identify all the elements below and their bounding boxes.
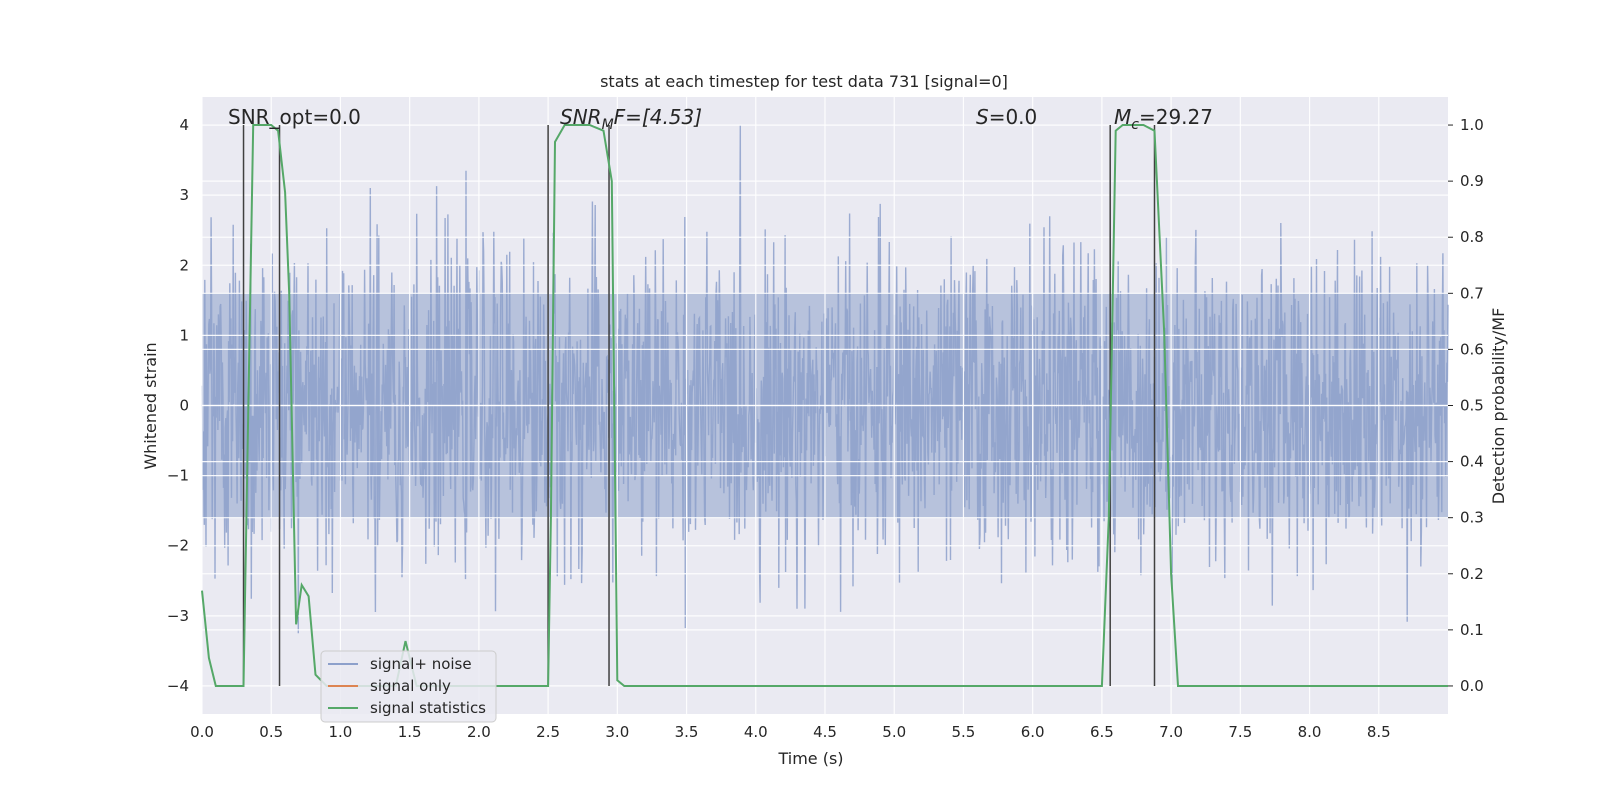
tick-labels: 0.0 0.5 1.0 1.5 2.0 2.5 3.0 3.5 4.0 4.5 5.0 5.5 6.0 6… — [167, 116, 1484, 741]
statistics-line — [201, 124, 1448, 687]
annotation-s-italic: S — [976, 105, 989, 129]
x-tick-label: 8.5 — [1367, 723, 1391, 741]
y-tick-label-left: 4 — [179, 116, 189, 134]
y-tick-label-left: −4 — [167, 677, 189, 695]
annotation-snr-mf-sub: M — [602, 117, 614, 133]
y-tick-label-left: 1 — [179, 326, 189, 344]
legend-label-noise: signal+ noise — [370, 655, 472, 673]
x-tick-label: 0.0 — [190, 723, 214, 741]
y-axis-label-right: Detection probability/MF — [1489, 308, 1508, 505]
y-tick-label-right: 0.4 — [1460, 453, 1484, 471]
x-tick-label: 1.0 — [329, 723, 353, 741]
annotation-snr-opt: SNR_opt=0.0 — [228, 105, 361, 129]
annotation-mc-main: M — [1114, 105, 1131, 129]
y-tick-label-right: 0.2 — [1460, 565, 1484, 583]
x-tick-label: 3.5 — [675, 723, 699, 741]
legend-box — [320, 650, 497, 723]
x-tick-label: 5.5 — [952, 723, 976, 741]
x-tick-label: 5.0 — [882, 723, 906, 741]
legend: signal+ noise signal only signal statist… — [320, 650, 497, 723]
x-tick-label: 2.0 — [467, 723, 491, 741]
x-tick-label: 4.0 — [744, 723, 768, 741]
y-tick-label-right: 0.5 — [1460, 397, 1484, 415]
y-tick-label-right: 0.3 — [1460, 509, 1484, 527]
y-tick-label-left: −1 — [167, 467, 189, 485]
y-tick-label-right: 0.9 — [1460, 172, 1484, 190]
x-tick-label: 4.5 — [813, 723, 837, 741]
x-tick-label: 1.5 — [398, 723, 422, 741]
x-tick-label: 0.5 — [259, 723, 283, 741]
x-tick-label: 6.5 — [1090, 723, 1114, 741]
y-tick-label-left: 2 — [179, 256, 189, 274]
y-tick-label-right: 0.6 — [1460, 340, 1484, 358]
y-tick-label-right: 0.1 — [1460, 621, 1484, 639]
annotation-s-rest: =0.0 — [989, 105, 1038, 129]
annotation-mc-rest: =29.27 — [1139, 105, 1213, 129]
y-tick-label-right: 1.0 — [1460, 116, 1484, 134]
x-tick-label: 6.0 — [1021, 723, 1045, 741]
annotation-snr-mf-main: SNR — [560, 105, 602, 129]
x-tick-label: 8.0 — [1298, 723, 1322, 741]
y-tick-label-left: 3 — [179, 186, 189, 204]
y-axis-label-left: Whitened strain — [141, 342, 160, 469]
chart-title: stats at each timestep for test data 731… — [600, 72, 1008, 91]
y-tick-label-right: 0.0 — [1460, 677, 1484, 695]
y-tick-label-right: 0.8 — [1460, 228, 1484, 246]
y-tick-label-left: −3 — [167, 607, 189, 625]
annotation-snr-mf-rest: F=[4.53] — [614, 105, 702, 129]
x-tick-label: 7.5 — [1228, 723, 1252, 741]
annotation-mc: Mc=29.27 — [1114, 105, 1213, 133]
signal-statistics-series — [201, 124, 1448, 687]
annotation-s: S=0.0 — [976, 105, 1037, 129]
legend-label-statistics: signal statistics — [370, 699, 486, 717]
x-tick-label: 2.5 — [536, 723, 560, 741]
x-tick-label: 3.0 — [605, 723, 629, 741]
x-tick-label: 7.0 — [1159, 723, 1183, 741]
y-tick-label-right: 0.7 — [1460, 284, 1484, 302]
y-tick-label-left: −2 — [167, 537, 189, 555]
legend-label-signal-only: signal only — [370, 677, 451, 695]
x-axis-label: Time (s) — [777, 749, 843, 768]
y-tick-label-left: 0 — [179, 397, 189, 415]
annotation-snr-mf: SNRMF=[4.53] — [560, 105, 702, 133]
annotation-mc-sub: c — [1131, 117, 1139, 133]
